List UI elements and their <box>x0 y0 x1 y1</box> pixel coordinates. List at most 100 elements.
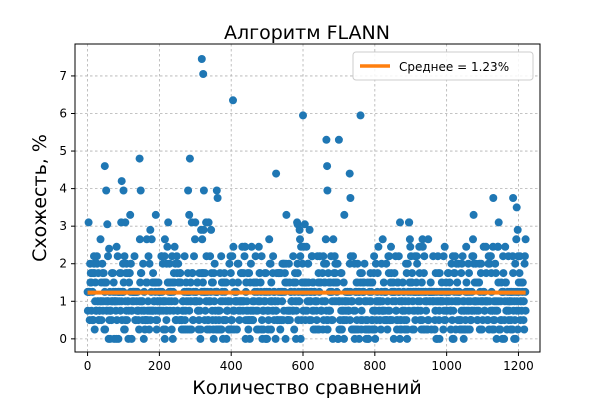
data-point <box>469 210 478 219</box>
y-tick-label: 6 <box>59 106 67 120</box>
data-point <box>220 269 229 278</box>
data-point <box>145 259 154 268</box>
data-point <box>518 278 527 287</box>
data-point <box>267 325 275 334</box>
data-point <box>171 297 179 306</box>
data-point <box>102 278 111 287</box>
data-point <box>511 334 520 343</box>
data-point <box>305 225 314 234</box>
data-point <box>321 297 330 306</box>
data-point <box>130 252 139 261</box>
y-axis-ticks: 0 1 2 3 4 5 6 7 <box>59 69 75 346</box>
data-point <box>489 194 498 202</box>
data-point <box>152 325 161 334</box>
data-point <box>126 210 135 219</box>
data-point <box>521 235 530 244</box>
data-point <box>469 235 477 244</box>
data-point <box>145 325 154 334</box>
data-point <box>96 235 105 244</box>
data-point <box>417 278 426 287</box>
x-tick-label: 0 <box>84 359 92 373</box>
data-point <box>254 242 263 251</box>
data-point <box>389 334 398 343</box>
data-point <box>290 325 299 334</box>
data-point <box>281 334 290 343</box>
data-point <box>97 316 106 325</box>
data-point <box>370 252 379 261</box>
data-point <box>229 96 237 105</box>
x-axis-ticks: 0 200 400 600 800 1000 1200 <box>84 352 534 373</box>
data-point <box>119 186 128 195</box>
data-point <box>402 316 411 325</box>
data-point <box>136 278 145 287</box>
x-axis-label: Количество сравнений <box>192 377 421 399</box>
data-point <box>163 242 172 251</box>
y-tick-label: 2 <box>59 257 67 271</box>
data-point <box>154 278 163 287</box>
chart-title: Алгоритм FLANN <box>224 22 390 44</box>
data-point <box>280 269 289 278</box>
data-point <box>144 252 153 261</box>
data-point <box>439 325 448 334</box>
data-point <box>142 235 151 244</box>
data-point <box>202 218 211 227</box>
data-point <box>120 252 129 261</box>
data-point <box>491 269 500 278</box>
data-point <box>244 325 253 334</box>
y-tick-label: 1 <box>59 294 67 308</box>
data-point <box>185 154 194 163</box>
data-point <box>321 235 330 244</box>
data-point <box>418 235 427 244</box>
data-point <box>459 334 468 343</box>
data-point <box>102 186 111 195</box>
data-point <box>424 235 433 244</box>
data-point <box>462 278 471 287</box>
data-point <box>329 235 338 244</box>
data-point <box>457 269 466 278</box>
data-point <box>520 259 529 268</box>
data-point <box>496 325 505 334</box>
data-point <box>190 252 198 261</box>
data-point <box>195 316 203 325</box>
data-point <box>165 259 174 268</box>
data-point <box>187 325 196 334</box>
data-point <box>368 278 377 287</box>
data-point <box>441 316 450 325</box>
data-point <box>418 316 427 325</box>
data-point <box>160 252 169 261</box>
data-point <box>385 252 394 261</box>
data-point <box>465 325 474 334</box>
data-point <box>98 259 107 268</box>
data-point <box>208 278 217 287</box>
data-point <box>333 278 342 287</box>
data-point <box>450 269 459 278</box>
data-point <box>467 316 476 325</box>
data-point <box>296 235 304 244</box>
data-point <box>162 316 171 325</box>
data-point <box>120 325 129 334</box>
data-point <box>339 278 348 287</box>
data-point <box>240 252 249 261</box>
data-point <box>521 306 530 315</box>
data-point <box>328 316 337 325</box>
data-point <box>199 70 208 78</box>
data-point <box>334 334 343 343</box>
data-point <box>337 325 346 334</box>
legend: Среднее = 1.23% <box>352 51 534 81</box>
data-point <box>318 269 327 278</box>
data-point <box>90 252 98 261</box>
data-point <box>127 334 136 343</box>
data-point <box>210 259 219 268</box>
data-point <box>149 269 158 278</box>
data-point <box>222 334 231 343</box>
data-point <box>486 252 495 261</box>
data-point <box>234 278 242 287</box>
data-point <box>326 306 335 315</box>
data-point <box>285 316 294 325</box>
data-point <box>161 325 170 334</box>
data-point <box>209 334 218 343</box>
data-point <box>276 325 285 334</box>
data-point <box>395 334 404 343</box>
data-point <box>241 242 250 251</box>
data-point <box>263 334 271 343</box>
